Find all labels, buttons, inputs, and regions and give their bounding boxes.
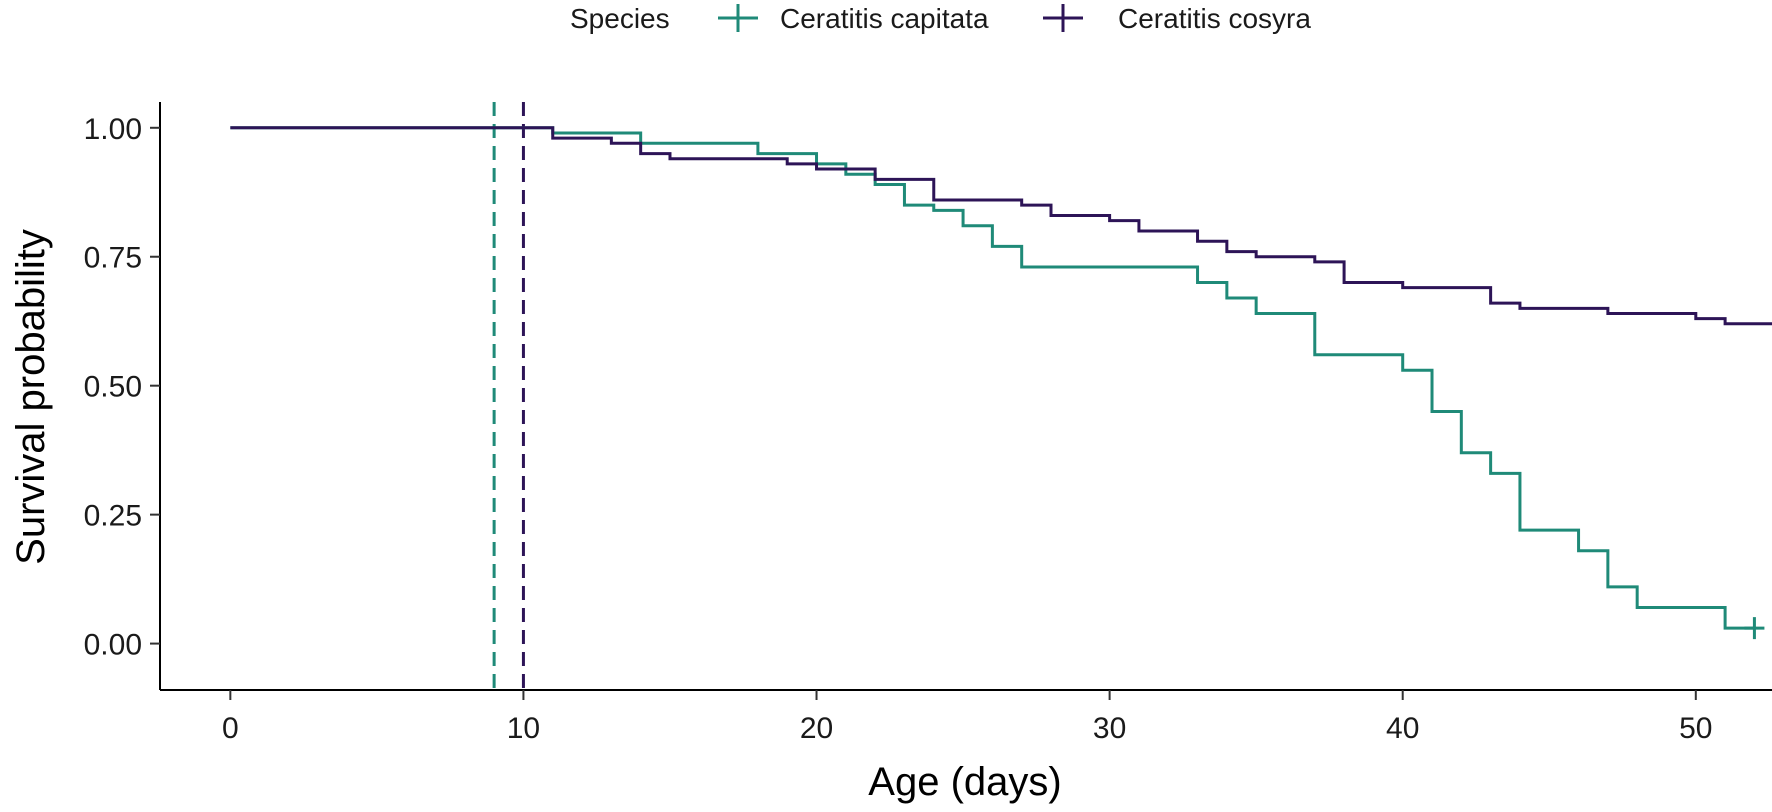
x-axis-ticks: 0 10 20 30 40 50 xyxy=(222,690,1712,745)
legend-title: Species xyxy=(570,3,670,34)
x-tick-label: 20 xyxy=(800,712,833,745)
y-axis-title: Survival probability xyxy=(9,229,53,565)
survival-curve xyxy=(230,126,1772,326)
x-tick-label: 10 xyxy=(507,712,540,745)
median-lines xyxy=(492,102,525,690)
x-tick-label: 30 xyxy=(1093,712,1126,745)
y-tick-label: 0.75 xyxy=(84,242,142,275)
legend-key-cosyra xyxy=(1043,4,1083,32)
survival-curve xyxy=(230,126,1755,630)
survival-curves xyxy=(230,126,1772,640)
x-tick-label: 0 xyxy=(222,712,239,745)
x-axis-title: Age (days) xyxy=(868,760,1061,804)
x-tick-label: 50 xyxy=(1679,712,1712,745)
y-tick-label: 0.25 xyxy=(84,500,142,533)
legend-key-capitata xyxy=(718,4,758,32)
y-tick-label: 0.50 xyxy=(84,371,142,404)
y-axis-ticks: 0.00 0.25 0.50 0.75 1.00 xyxy=(84,113,160,662)
censor-mark xyxy=(1744,617,1765,640)
x-tick-label: 40 xyxy=(1386,712,1419,745)
legend: Species Ceratitis capitata Ceratitis cos… xyxy=(570,3,1311,34)
y-tick-label: 1.00 xyxy=(84,113,142,146)
legend-label-capitata: Ceratitis capitata xyxy=(780,3,989,34)
legend-label-cosyra: Ceratitis cosyra xyxy=(1118,3,1311,34)
y-tick-label: 0.00 xyxy=(84,629,142,662)
